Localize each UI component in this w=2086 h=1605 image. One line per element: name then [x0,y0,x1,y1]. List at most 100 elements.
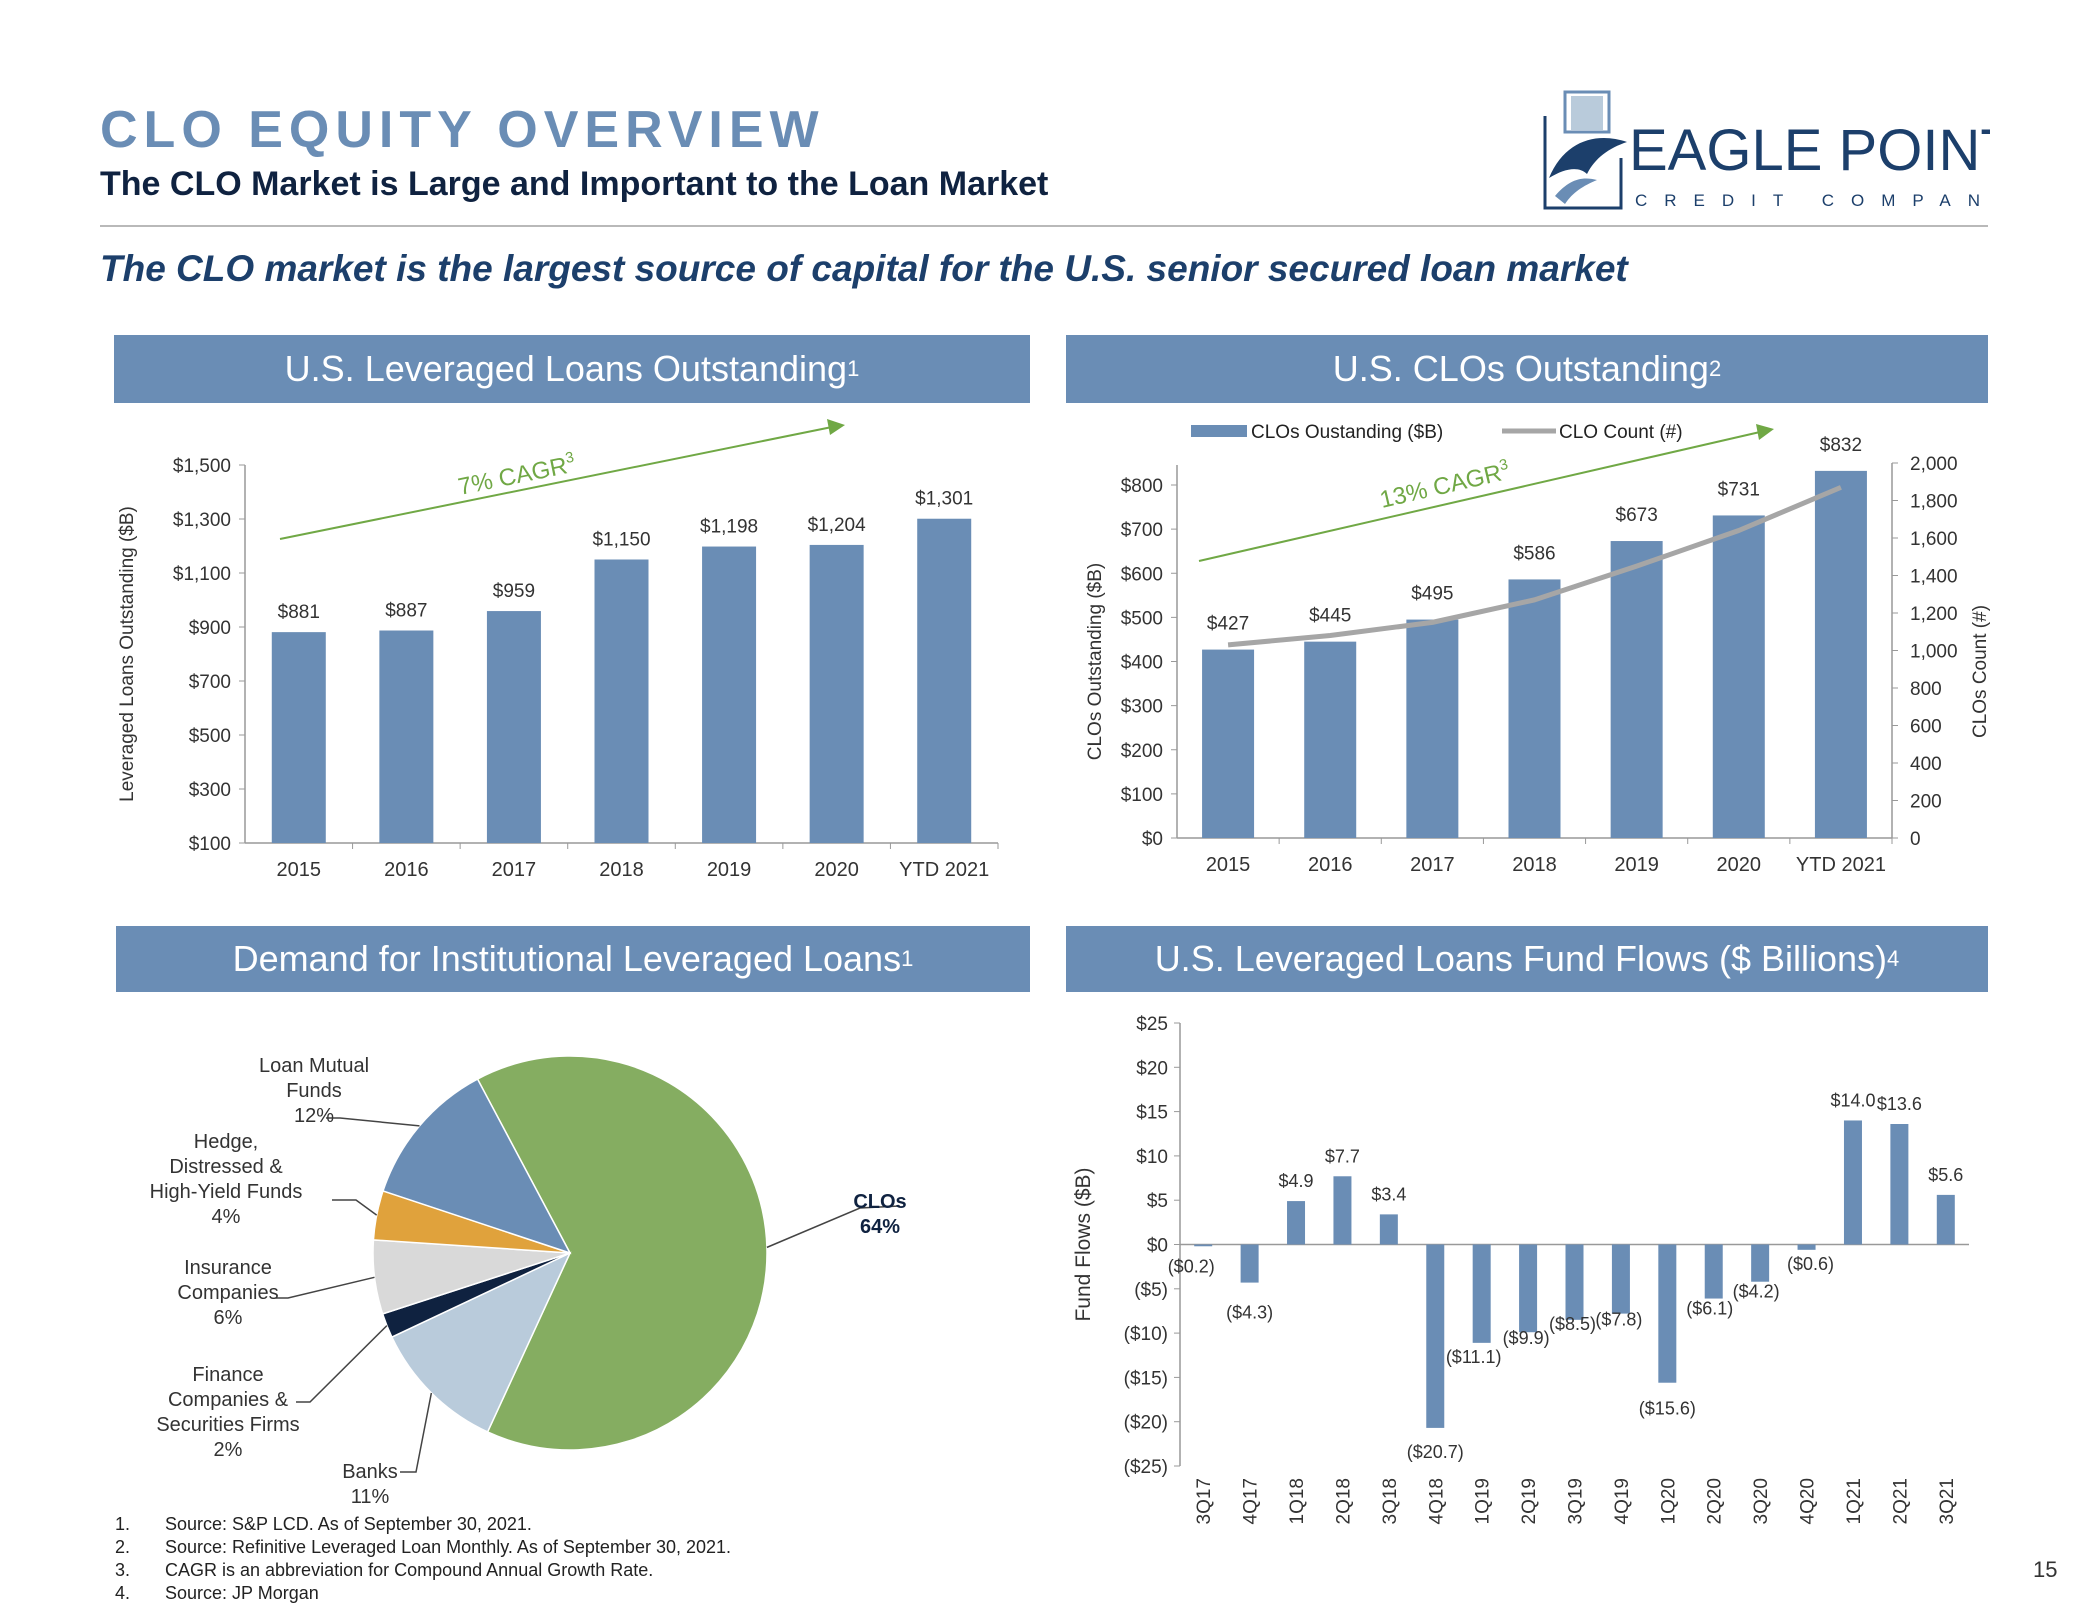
footnote-ref: 2 [1708,356,1722,381]
slice-label: Hedge, Distressed & High-Yield Funds 4% [150,1131,303,1228]
panel-header-loans-outstanding: U.S. Leveraged Loans Outstanding 1 [114,335,1030,403]
x-tick-label: YTD 2021 [899,859,989,881]
panel-header-clos-outstanding: U.S. CLOs Outstanding 2 [1066,335,1988,403]
x-tick-label: 2Q18 [1333,1478,1354,1524]
x-tick-label: 2019 [1614,854,1659,876]
data-label: ($15.6) [1639,1399,1696,1419]
x-tick-label: 4Q20 [1798,1478,1819,1524]
data-label: ($4.3) [1226,1303,1273,1323]
data-label: $832 [1820,435,1862,456]
x-tick-label: 1Q18 [1287,1478,1308,1524]
panel-title: U.S. Leveraged Loans Outstanding [284,348,848,389]
slice-label: CLOs 64% [853,1191,906,1238]
footnote-text: Source: JP Morgan [165,1583,319,1603]
data-label: $673 [1616,505,1658,526]
data-label: ($0.6) [1787,1254,1834,1274]
y-tick-label: $0 [1147,1236,1168,1257]
bar [1519,1244,1538,1333]
pie-slice [476,1055,768,1451]
y-axis-label: Fund Flows ($B) [1072,1167,1095,1321]
x-tick-label: 3Q20 [1751,1478,1772,1524]
bar [1704,1244,1723,1299]
slice-label-line: High-Yield Funds [150,1181,303,1203]
x-tick-label: 2017 [492,859,537,881]
clos-outstanding-chart: $0 $100 $200 $300 $400 $500 $600 $700 $800 0 200 40… [1085,422,1991,876]
leader-line [296,1325,388,1403]
y-tick-label: $300 [189,780,231,801]
page-title: CLO EQUITY OVERVIEW [100,101,825,159]
footnote-number: 2. [115,1537,131,1557]
bar [1843,1120,1862,1245]
bar [1814,470,1867,838]
x-tick-label: 1Q21 [1844,1478,1865,1524]
data-label: $13.6 [1877,1094,1922,1114]
x-tick-label: 4Q17 [1241,1478,1262,1524]
x-tick-label: YTD 2021 [1796,854,1886,876]
data-label: $14.0 [1830,1090,1875,1110]
bar [1406,619,1459,838]
bar [1287,1201,1306,1245]
slice-label-line: Loan Mutual [259,1055,369,1077]
data-label: ($7.8) [1595,1310,1642,1330]
legend-label: CLO Count (#) [1559,422,1683,443]
cagr-annotation: 7% CAGR3 [455,449,577,501]
footnote-text: CAGR is an abbreviation for Compound Ann… [165,1560,654,1580]
footnote-ref: 1 [847,356,860,381]
y-tick-label: $1,100 [173,564,231,585]
bar [1610,541,1663,838]
bar [1202,649,1255,838]
x-tick-label: 2018 [599,859,644,881]
x-tick-label: 2018 [1512,854,1557,876]
bar [1751,1244,1770,1282]
leader-line [276,1276,375,1299]
slice-label: Banks 11% [342,1461,398,1508]
data-label: ($0.2) [1168,1256,1215,1276]
bar [1658,1244,1677,1383]
y-tick-label: $100 [1121,785,1163,806]
footnote-number: 1. [115,1514,131,1534]
footnote-text: Source: S&P LCD. As of September 30, 202… [165,1514,532,1534]
footnote-number: 3. [115,1560,131,1580]
slice-label-line: Companies & [168,1389,289,1411]
page-subtitle: The CLO Market is Large and Important to… [100,165,1049,203]
footnote: 2. Source: Refinitive Leveraged Loan Mont… [115,1536,731,1559]
bar [917,518,972,843]
tagline: The CLO market is the largest source of … [100,248,1628,289]
y-tick-label: ($20) [1124,1413,1168,1434]
x-tick-label: 2017 [1410,854,1455,876]
y-axis-label: Leveraged Loans Outstanding ($B) [117,506,138,802]
data-label: $1,301 [915,489,973,510]
bar [1194,1244,1213,1247]
y-tick-label: $400 [1121,653,1163,674]
y-tick-label: $500 [1121,608,1163,629]
y-tick-label: $0 [1142,829,1163,850]
data-label: $7.7 [1325,1146,1360,1166]
fund-flows-chart: ($25) ($20) ($15) ($10) ($5) $0 $5 $10 $15 $20 $25… [1072,1014,1969,1524]
panel-header-demand: Demand for Institutional Leveraged Loans… [116,926,1030,992]
pie-slice [382,1078,572,1255]
x-tick-label: 4Q19 [1612,1478,1633,1524]
y-tick-label: $5 [1147,1191,1168,1212]
y-tick-label: $700 [189,672,231,693]
x-tick-label: 2Q19 [1519,1478,1540,1524]
x-tick-label: 2Q21 [1890,1478,1911,1524]
legend-swatch-clos [1191,425,1247,437]
y-axis-label: CLOs Outstanding ($B) [1085,563,1106,760]
x-tick-label: 2020 [1717,854,1762,876]
y2-tick-label: 1,800 [1910,492,1958,513]
panel-header-fund-flows: U.S. Leveraged Loans Fund Flows ($ Billi… [1066,926,1988,992]
y-tick-label: $15 [1136,1103,1168,1124]
bar [1712,515,1765,838]
bar [271,632,326,843]
y-tick-label: ($10) [1124,1324,1168,1345]
bar [594,559,649,843]
slice-label-line: 11% [351,1486,390,1508]
logo-name: EAGLE POINT [1629,118,1990,183]
data-label: ($4.2) [1733,1282,1780,1302]
footnote-ref: 3 [1498,456,1510,474]
slice-label-line: CLOs [853,1191,906,1213]
data-label: $1,204 [808,515,867,536]
y2-tick-label: 0 [1910,829,1921,850]
leveraged-loans-outstanding-chart: $100 $300 $500 $700 $900 $1,100 $1,300 $1,500 $8… [117,419,999,881]
y-tick-label: $900 [189,618,231,639]
